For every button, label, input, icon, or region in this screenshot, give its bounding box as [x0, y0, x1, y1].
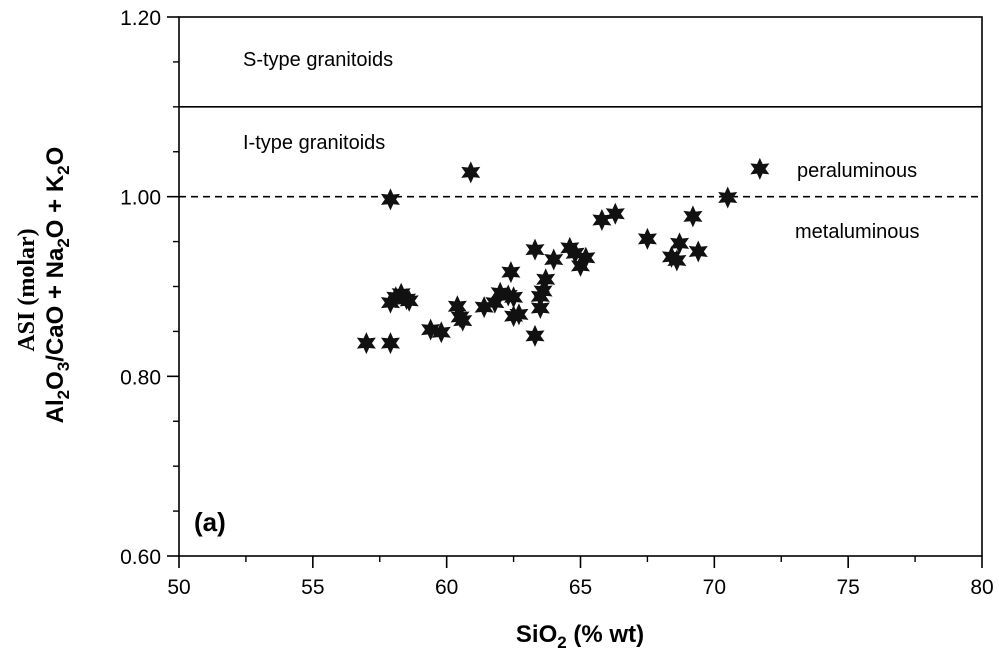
data-point-star [637, 227, 657, 250]
data-point-star [380, 332, 400, 355]
y-axis-title-asi: ASI (molar) [14, 228, 40, 351]
y-axis-title-part: Al [42, 399, 69, 423]
data-point-star [447, 295, 467, 318]
data-point-star [565, 242, 585, 265]
plot-frame [178, 16, 983, 557]
data-point-star [525, 238, 545, 261]
zone-label-metaluminous: metaluminous [795, 221, 920, 243]
data-point-star [356, 332, 376, 355]
zone-label-s-type: S-type granitoids [243, 49, 393, 71]
data-point-star [509, 303, 529, 326]
x-tick-label: 55 [301, 576, 324, 599]
y-axis-title-subscript: 3 [54, 362, 73, 371]
data-point-star [380, 188, 400, 211]
data-point-star [688, 240, 708, 263]
data-point-star [750, 157, 770, 180]
data-point-star [391, 282, 411, 305]
x-tick-label: 75 [836, 576, 859, 599]
x-axis: 50 55 60 65 70 75 80 [167, 556, 994, 599]
y-axis-title-subscript: 2 [54, 165, 73, 174]
data-point-star [485, 291, 505, 314]
data-point-star [718, 186, 738, 209]
data-point-star [530, 297, 550, 320]
y-axis-title-part: /CaO + Na [42, 247, 69, 362]
data-point-star [490, 281, 510, 304]
panel-label: (a) [194, 507, 226, 537]
data-point-star [544, 248, 564, 271]
x-tick-label: 70 [703, 576, 726, 599]
data-point-star [592, 209, 612, 232]
y-axis-title-subscript: 2 [54, 390, 73, 399]
x-axis-title-subscript: 2 [557, 633, 566, 652]
y-tick-label: 1.20 [120, 7, 161, 30]
x-axis-title-unit: (% wt) [567, 621, 644, 648]
data-point-star [530, 285, 550, 308]
y-tick-label: 1.00 [120, 187, 161, 210]
data-point-star [533, 279, 553, 302]
zone-label-peraluminous: peraluminous [797, 160, 917, 182]
y-axis-title-part: O + K [42, 174, 69, 238]
data-point-star [683, 205, 703, 228]
x-tick-label: 50 [167, 576, 190, 599]
zone-label-i-type: I-type granitoids [243, 132, 385, 154]
data-point-star [536, 268, 556, 291]
x-tick-label: 80 [970, 576, 993, 599]
data-point-star [525, 324, 545, 347]
y-axis-title-part: O [42, 147, 69, 166]
data-point-star [576, 246, 596, 269]
y-axis-title-formula: Al2O3/CaO + Na2O + K2O [42, 147, 73, 424]
reference-lines [179, 106, 982, 198]
data-point-star [431, 321, 451, 344]
data-point-star [605, 202, 625, 225]
x-tick-label: 60 [435, 576, 458, 599]
x-axis-title-base: SiO [516, 621, 557, 648]
data-point-star [461, 161, 481, 184]
data-point-star [667, 249, 687, 272]
y-axis-title-subscript: 2 [54, 238, 73, 247]
y-axis-title-part: O [42, 371, 69, 390]
data-point-star [501, 261, 521, 284]
x-axis-title: SiO2 (% wt) [516, 621, 644, 652]
data-point-star [570, 254, 591, 277]
y-tick-label: 0.80 [120, 366, 161, 389]
data-point-star [399, 289, 419, 312]
data-point-star [380, 291, 400, 314]
x-tick-label: 65 [569, 576, 592, 599]
y-axis: 0.60 0.80 1.00 1.20 [120, 7, 179, 569]
data-point-star [560, 236, 580, 259]
data-point-star [453, 309, 473, 332]
data-points [356, 157, 770, 355]
data-point-star [474, 296, 494, 319]
data-point-star [504, 286, 524, 309]
data-point-star [421, 318, 441, 341]
y-tick-label: 0.60 [120, 546, 161, 569]
data-point-star [670, 232, 690, 255]
